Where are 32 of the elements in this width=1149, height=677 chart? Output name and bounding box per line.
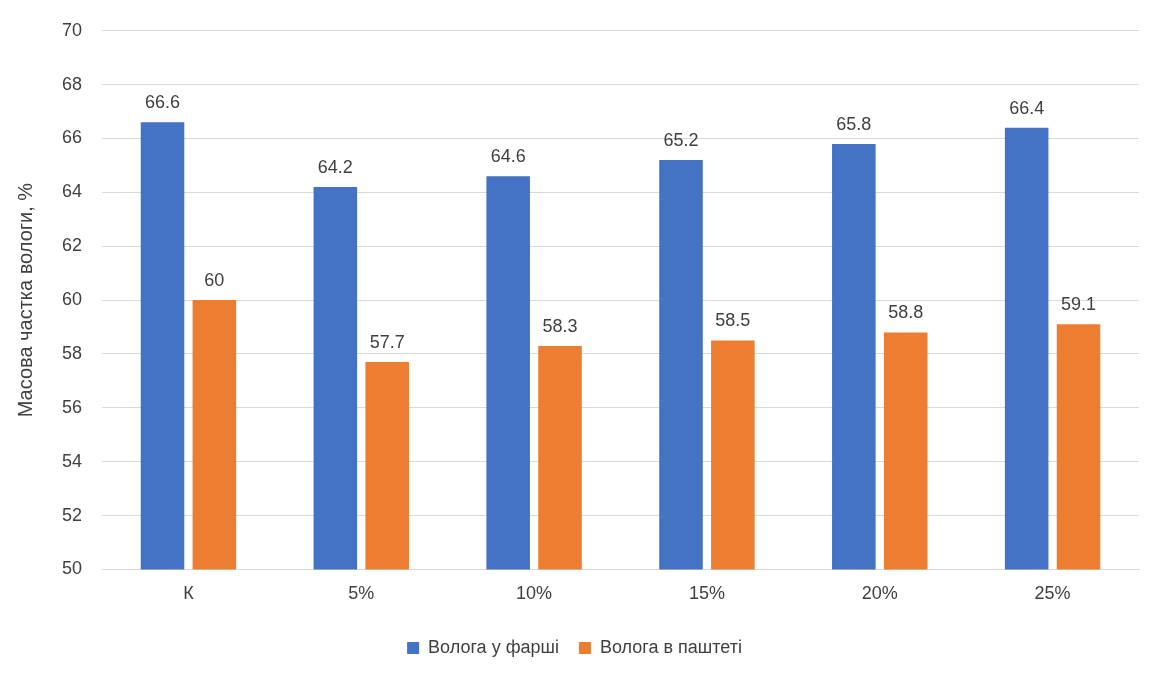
data-label: 59.1 [1060, 294, 1097, 315]
x-tick-label: 10% [516, 583, 553, 604]
data-label: 65.2 [663, 130, 699, 151]
y-tick-label: 50 [61, 558, 83, 579]
y-tick-label: 68 [61, 73, 83, 94]
data-label: 60 [204, 270, 225, 291]
x-tick-label: 5% [348, 583, 375, 604]
y-tick-label: 62 [61, 235, 83, 256]
y-axis-title: Масова частка вологи, % [13, 182, 36, 418]
y-tick-label: 58 [61, 342, 83, 363]
y-tick-label: 56 [61, 396, 83, 417]
legend-label: Волога в паштеті [599, 636, 742, 657]
data-label: 66.6 [144, 92, 181, 113]
x-tick-label: 15% [688, 583, 725, 604]
x-tick-label: 25% [1034, 583, 1071, 604]
data-label: 64.2 [317, 156, 353, 177]
y-tick-label: 64 [61, 181, 83, 202]
x-tick-label: 20% [861, 583, 898, 604]
y-tick-label: 52 [61, 504, 83, 525]
y-tick-label: 66 [61, 127, 83, 148]
y-tick-label: 70 [61, 19, 83, 40]
data-label: 58.3 [542, 315, 578, 336]
data-label: 64.6 [490, 146, 526, 167]
legend-label: Волога у фарші [428, 636, 559, 657]
y-tick-label: 54 [61, 450, 83, 471]
y-tick-label: 60 [61, 289, 83, 310]
data-label: 65.8 [836, 113, 872, 134]
data-label: 66.4 [1009, 97, 1045, 118]
x-tick-label: К [183, 583, 195, 604]
data-label: 58.5 [715, 310, 751, 331]
data-label: 57.7 [369, 332, 405, 353]
data-label: 58.8 [888, 302, 924, 323]
